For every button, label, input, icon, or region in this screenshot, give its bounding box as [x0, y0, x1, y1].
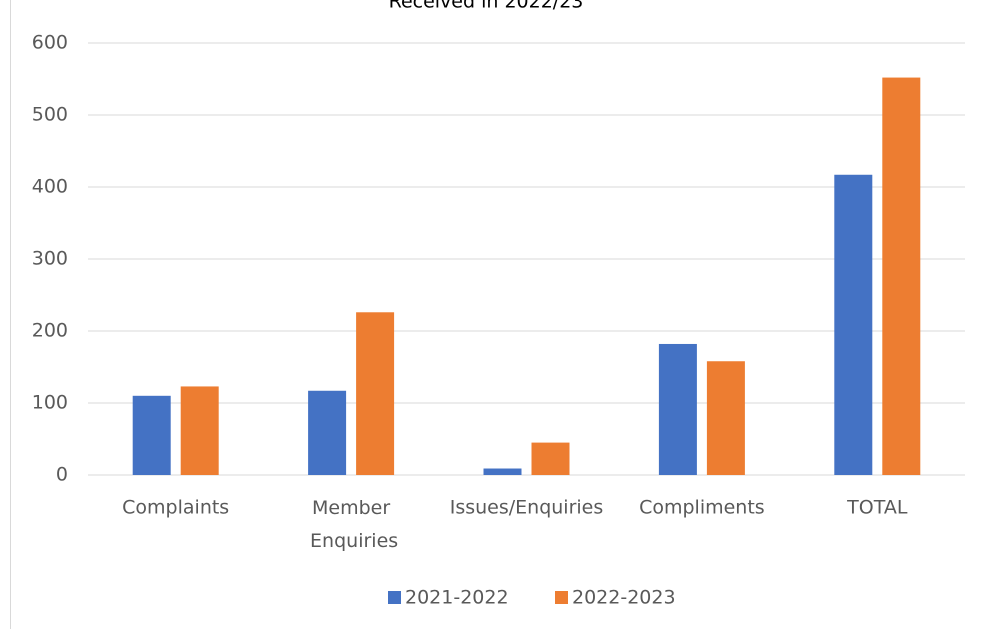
bar — [659, 344, 697, 475]
x-tick-label: Compliments — [639, 497, 765, 519]
y-tick-label: 600 — [32, 32, 68, 54]
x-tick-label: Issues/Enquiries — [450, 497, 604, 519]
bar — [882, 78, 920, 475]
legend-label: 2022-2023 — [572, 587, 676, 609]
bar — [133, 396, 171, 475]
bar — [181, 386, 219, 475]
y-tick-label: 100 — [32, 392, 68, 414]
chart-title: Received in 2022/23 — [389, 0, 584, 13]
x-tick-label: Member Enquiries — [304, 497, 398, 552]
bar — [532, 443, 570, 475]
bar — [834, 175, 872, 475]
y-tick-label: 500 — [32, 104, 68, 126]
y-tick-label: 0 — [56, 464, 68, 486]
legend-swatch — [555, 591, 568, 604]
y-tick-label: 400 — [32, 176, 68, 198]
x-tick-label: TOTAL — [846, 497, 908, 519]
bar — [356, 312, 394, 475]
y-tick-label: 200 — [32, 320, 68, 342]
legend-label: 2021-2022 — [405, 587, 509, 609]
bar — [484, 469, 522, 475]
y-tick-label: 300 — [32, 248, 68, 270]
legend-swatch — [388, 591, 401, 604]
x-tick-label: Complaints — [122, 497, 229, 519]
bar — [707, 361, 745, 475]
bar — [308, 391, 346, 475]
